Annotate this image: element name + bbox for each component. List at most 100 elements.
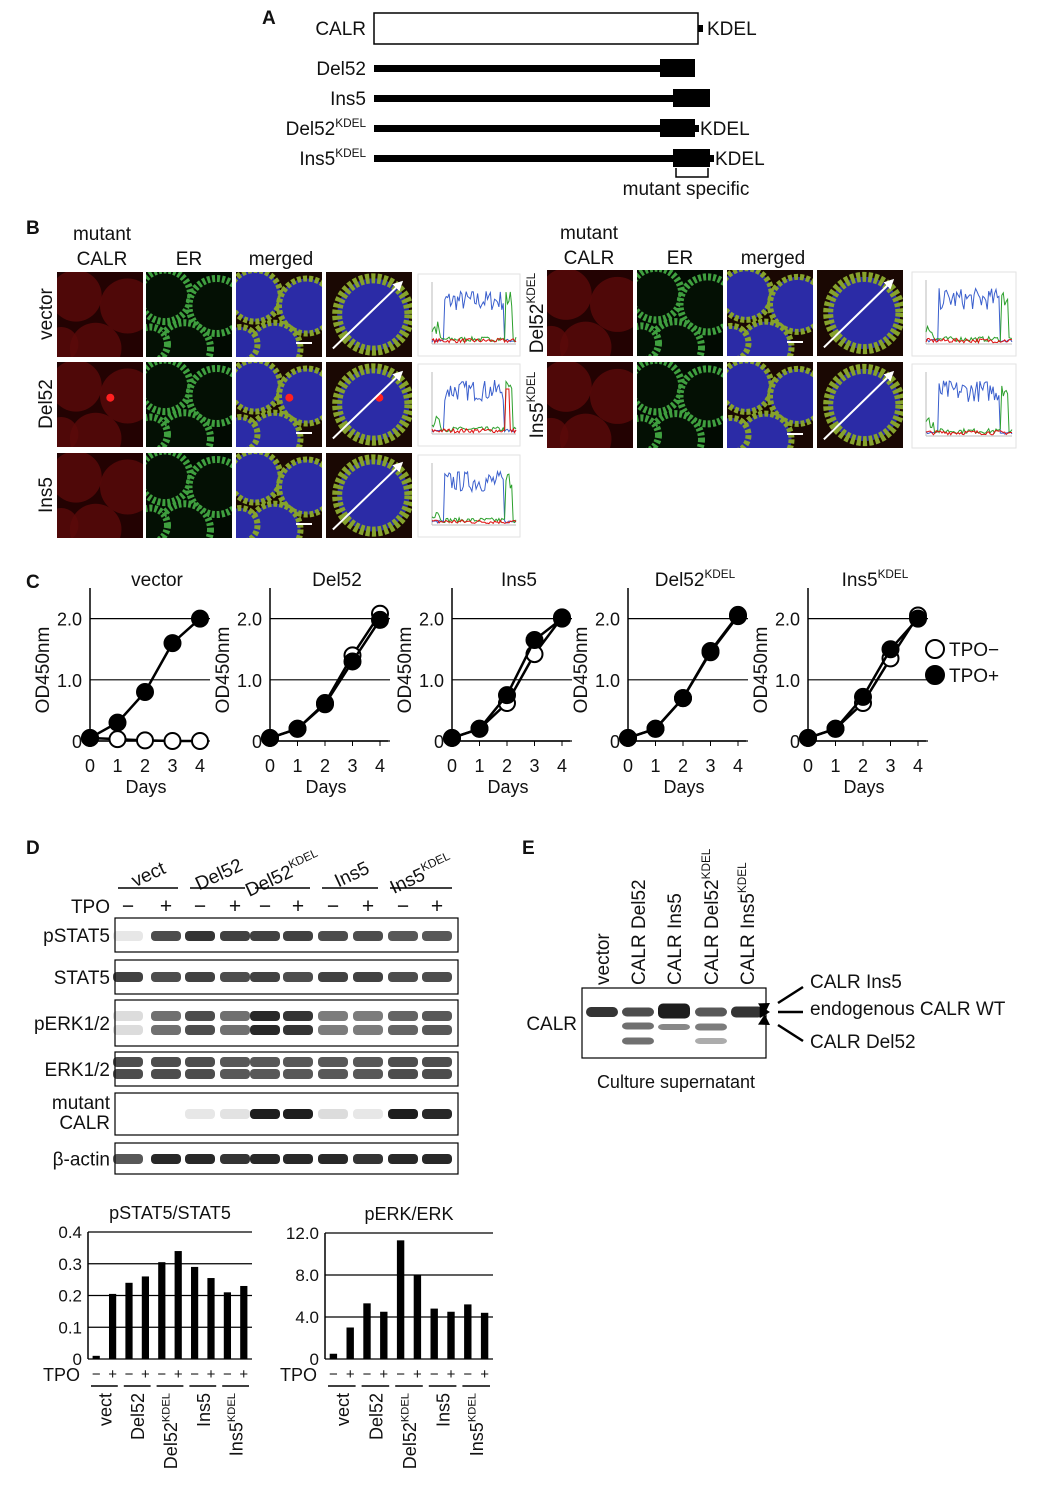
blot-band bbox=[185, 1057, 215, 1067]
group-label: Del52KDEL bbox=[241, 847, 324, 902]
x-tick-label: 4 bbox=[375, 756, 385, 776]
y-axis-label: OD450nm bbox=[751, 627, 772, 714]
construct-line bbox=[374, 65, 660, 72]
micrograph bbox=[637, 270, 723, 356]
profile-arrow bbox=[332, 370, 404, 440]
data-point bbox=[371, 610, 389, 629]
blot-band bbox=[622, 1007, 654, 1017]
blot-band bbox=[151, 1025, 181, 1035]
group-label: Ins5KDEL bbox=[386, 849, 457, 898]
blot-band bbox=[388, 1069, 418, 1079]
group-label: Ins5KDEL bbox=[467, 1393, 488, 1456]
blot-band bbox=[250, 1069, 280, 1079]
blot-band bbox=[113, 931, 143, 941]
label-main: Del52 bbox=[655, 570, 705, 591]
cell bbox=[637, 414, 662, 448]
row-label: Ins5 bbox=[36, 477, 57, 513]
column-header: merged bbox=[741, 248, 805, 269]
blot-band bbox=[283, 931, 313, 941]
data-point bbox=[136, 683, 154, 702]
cell bbox=[185, 274, 232, 338]
construct-line bbox=[374, 155, 673, 162]
lane-label: vector bbox=[593, 933, 614, 985]
blot-band bbox=[113, 1025, 143, 1035]
label-main: vect bbox=[128, 858, 169, 892]
cell bbox=[146, 323, 171, 357]
x-tick-label: 2 bbox=[502, 756, 512, 776]
y-tick-label: 1.0 bbox=[595, 671, 620, 691]
data-point bbox=[799, 728, 817, 747]
cell bbox=[276, 275, 322, 337]
data-point bbox=[470, 719, 489, 738]
label-main: CALR Del52 bbox=[629, 879, 650, 985]
x-axis-label: Days bbox=[487, 777, 528, 797]
blot-band bbox=[318, 1069, 348, 1079]
group-label: Del52 bbox=[192, 855, 246, 895]
blot-band bbox=[250, 1025, 280, 1035]
label-main: Ins5 bbox=[434, 1393, 454, 1427]
profile-blue bbox=[431, 380, 517, 433]
series-line bbox=[269, 613, 382, 740]
data-point bbox=[826, 719, 845, 738]
blot-band bbox=[113, 1069, 143, 1079]
cell bbox=[547, 325, 569, 356]
profile-red bbox=[431, 519, 517, 525]
mutant-box bbox=[660, 59, 695, 77]
label-sup: KDEL bbox=[399, 1393, 411, 1422]
label-main: Del52 bbox=[316, 59, 366, 80]
y-tick-label: 0 bbox=[73, 1350, 82, 1369]
micrograph bbox=[326, 272, 412, 357]
label-main: vect bbox=[95, 1393, 115, 1426]
cell bbox=[236, 453, 284, 506]
group-label: Ins5 bbox=[194, 1393, 214, 1427]
chart-title: Ins5KDEL bbox=[842, 568, 909, 591]
y-tick-label: 1.0 bbox=[775, 671, 800, 691]
micrograph bbox=[236, 453, 322, 538]
cell bbox=[236, 324, 261, 357]
micrograph bbox=[637, 362, 723, 448]
blot-band bbox=[586, 1007, 618, 1017]
cell bbox=[547, 417, 569, 448]
group-label: Ins5 bbox=[434, 1393, 454, 1427]
x-tick-label: 1 bbox=[292, 756, 302, 776]
blot-band bbox=[283, 1154, 313, 1164]
bar bbox=[190, 1266, 199, 1359]
y-tick-label: 8.0 bbox=[295, 1266, 319, 1285]
profile-plot bbox=[417, 454, 521, 538]
blot-band bbox=[353, 931, 383, 941]
column-header: mutant bbox=[73, 224, 132, 245]
bar bbox=[240, 1285, 248, 1359]
x-tick-label: 0 bbox=[85, 756, 95, 776]
blot-band bbox=[113, 1057, 143, 1067]
mutant-box bbox=[673, 149, 710, 167]
cell bbox=[547, 270, 592, 320]
x-tick-label: 0 bbox=[265, 756, 275, 776]
blot-band bbox=[220, 1025, 250, 1035]
x-tick-label: + bbox=[413, 1366, 422, 1383]
tpo-sign: + bbox=[229, 895, 241, 918]
blot-band bbox=[318, 1011, 348, 1021]
x-tick-label: − bbox=[463, 1366, 472, 1383]
x-tick-label: − bbox=[157, 1366, 166, 1383]
x-tick-label: 0 bbox=[623, 756, 633, 776]
blot-band bbox=[318, 1025, 348, 1035]
lane-label: CALR Ins5 bbox=[665, 893, 686, 985]
kdel-tail bbox=[698, 25, 703, 32]
bar bbox=[346, 1327, 354, 1359]
blot-band bbox=[318, 1109, 348, 1119]
blot-band bbox=[151, 931, 181, 941]
chart-title: Ins5 bbox=[501, 570, 537, 591]
label-sup: KDEL bbox=[160, 1393, 172, 1422]
micrograph bbox=[547, 270, 633, 356]
panel-label: A bbox=[262, 8, 276, 29]
series-line bbox=[451, 617, 563, 740]
x-tick-label: 3 bbox=[885, 756, 895, 776]
micrograph bbox=[547, 362, 633, 448]
y-tick-label: 2.0 bbox=[237, 610, 262, 630]
kdel-tail bbox=[710, 155, 714, 162]
profile-red bbox=[431, 388, 517, 434]
cell bbox=[332, 454, 412, 537]
x-tick-label: 0 bbox=[447, 756, 457, 776]
